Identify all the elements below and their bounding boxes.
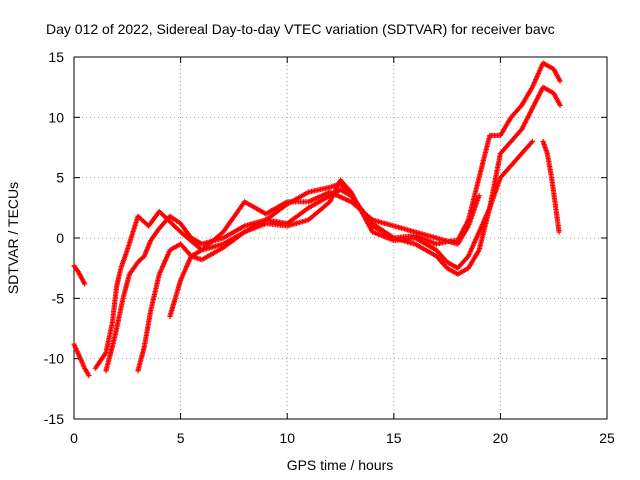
series-track-d — [103, 84, 563, 374]
axis-ticks — [73, 56, 608, 420]
y-tick-label: 5 — [56, 170, 64, 186]
data-point — [86, 372, 92, 379]
chart-title: Day 012 of 2022, Sidereal Day-to-day VTE… — [46, 21, 555, 37]
data-point — [529, 138, 535, 145]
x-tick-label: 0 — [70, 430, 78, 446]
x-tick-label: 10 — [279, 430, 295, 446]
x-tick-label: 20 — [493, 430, 509, 446]
y-tick-label: -10 — [44, 351, 64, 367]
grid-lines — [74, 57, 607, 419]
series-track-f — [167, 189, 482, 320]
series-track-g — [540, 138, 562, 235]
x-axis-label: GPS time / hours — [287, 457, 394, 473]
data-point — [557, 78, 563, 84]
data-point — [557, 102, 563, 108]
data-point — [556, 229, 562, 235]
x-tick-label: 25 — [599, 430, 615, 446]
data-point — [476, 193, 482, 199]
x-tick-label: 15 — [386, 430, 402, 446]
series-track-a — [71, 263, 88, 287]
y-axis-label: SDTVAR / TECUs — [5, 182, 21, 294]
series-track-c — [92, 60, 563, 371]
y-tick-label: 15 — [48, 49, 64, 65]
tick-labels: 0 5 10 15 20 25 15 10 5 0 -5 -10 -15 — [44, 49, 615, 446]
y-tick-label: 10 — [48, 109, 64, 125]
series-track-e — [135, 138, 535, 374]
series-track-b — [71, 341, 92, 379]
data-points — [71, 60, 563, 379]
y-tick-label: -5 — [52, 290, 65, 306]
x-tick-label: 5 — [177, 430, 185, 446]
data-point — [82, 281, 88, 287]
y-tick-label: -15 — [44, 411, 64, 427]
y-tick-label: 0 — [56, 230, 64, 246]
